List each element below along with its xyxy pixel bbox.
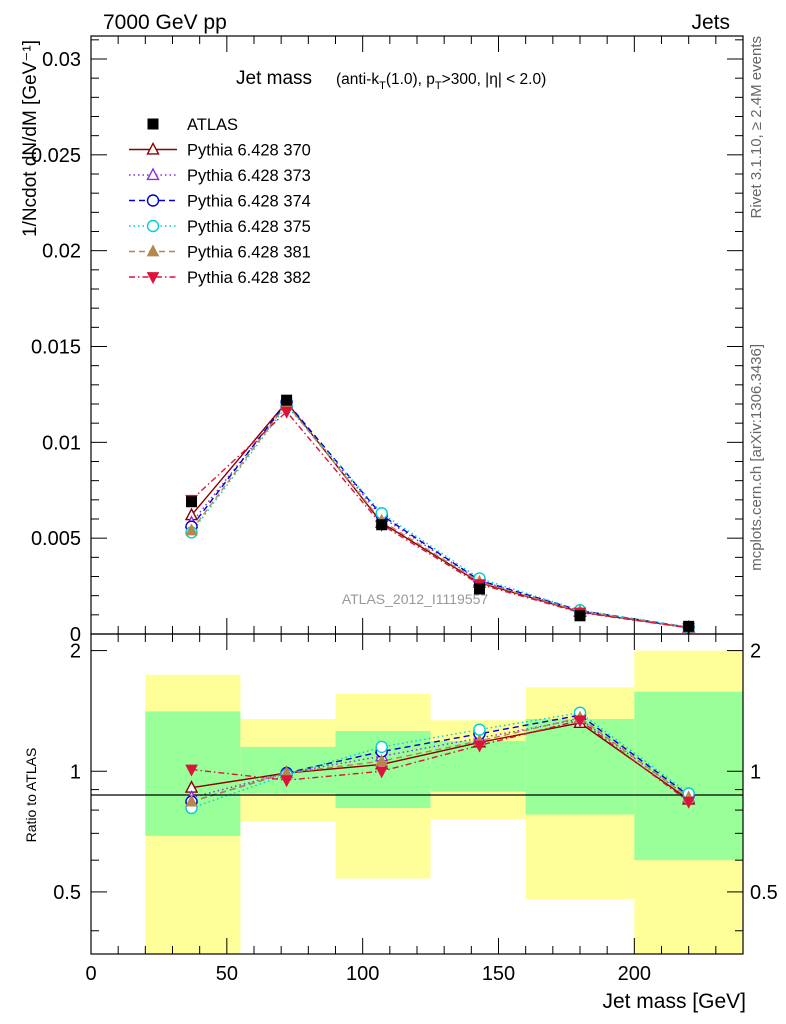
y-tick-label-main-0.02: 0.02 bbox=[42, 241, 81, 263]
legend-label-series-5: Pythia 6.428 382 bbox=[187, 269, 311, 287]
ratio-point-series-3-2 bbox=[375, 740, 388, 754]
legend-marker-series-5 bbox=[146, 272, 160, 285]
ratio-line-series-0 bbox=[191, 722, 690, 801]
atlas-point-2 bbox=[376, 519, 388, 531]
y-tick-label-ratio-right-0.5: 0.5 bbox=[750, 882, 778, 904]
legend-marker-series-2 bbox=[146, 194, 160, 207]
y-axis-label-ratio: Ratio to ATLAS bbox=[23, 748, 39, 843]
main-line-series-4 bbox=[190, 402, 689, 629]
y-tick-label-main-0: 0 bbox=[70, 624, 81, 646]
ratio-series-lines bbox=[191, 711, 690, 809]
rivet-label: Rivet 3.1.10, ≥ 2.4M events bbox=[748, 36, 765, 219]
legend-marker-series-0 bbox=[146, 141, 160, 155]
header-right: Jets bbox=[691, 11, 730, 34]
y-tick-label-main-0.015: 0.015 bbox=[31, 337, 81, 359]
atlas-point-0 bbox=[186, 496, 198, 508]
ratio-band-inner-5 bbox=[634, 691, 743, 861]
x-tick-label-100: 100 bbox=[346, 963, 379, 985]
legend-marker-series-3 bbox=[146, 219, 160, 233]
chart-title-detail: (anti-kT(1.0), pT>300, |η| < 2.0) bbox=[336, 71, 546, 92]
main-line-series-5 bbox=[191, 410, 689, 629]
ratio-point-series-5-1 bbox=[280, 775, 293, 788]
axis-ticks bbox=[90, 36, 744, 954]
main-line-series-1 bbox=[190, 402, 689, 629]
x-tick-label-50: 50 bbox=[216, 963, 238, 985]
ratio-point-series-5-4 bbox=[573, 715, 587, 728]
analysis-watermark: ATLAS_2012_I1119557 bbox=[342, 591, 489, 607]
legend-label-atlas: ATLAS bbox=[187, 116, 238, 134]
x-tick-label-200: 200 bbox=[618, 963, 651, 985]
legend-marker-series-1 bbox=[146, 167, 160, 181]
legend-label-series-0: Pythia 6.428 370 bbox=[187, 142, 311, 160]
ratio-series-markers bbox=[184, 706, 696, 815]
ratio-point-series-3-3 bbox=[473, 723, 486, 736]
main-series-lines bbox=[190, 400, 689, 629]
legend-marker-atlas bbox=[147, 118, 159, 130]
legend-marker-series-4 bbox=[146, 244, 160, 257]
chart-title-main: Jet mass bbox=[236, 68, 312, 89]
legend-label-series-3: Pythia 6.428 375 bbox=[187, 218, 311, 236]
main-point-series-4-0 bbox=[185, 523, 198, 536]
y-tick-label-main-0.03: 0.03 bbox=[42, 49, 81, 71]
y-tick-label-main-0.005: 0.005 bbox=[31, 528, 81, 550]
x-axis-label: Jet mass [GeV] bbox=[602, 990, 746, 1013]
atlas-point-4 bbox=[574, 610, 586, 622]
axis-tick-labels: 0 50 100 150 200 0 0.005 0.01 0.015 0.02 0.025 0.03… bbox=[31, 49, 778, 985]
atlas-point-3 bbox=[473, 583, 485, 595]
y-tick-label-ratio-left-2: 2 bbox=[70, 641, 81, 663]
ratio-line-series-4 bbox=[191, 716, 690, 803]
ratio-point-series-4-2 bbox=[375, 753, 389, 767]
ratio-line-series-3 bbox=[191, 711, 690, 809]
ratio-uncertainty-bands bbox=[145, 650, 743, 954]
y-tick-label-ratio-right-2: 2 bbox=[750, 641, 761, 663]
atlas-point-1 bbox=[281, 394, 293, 406]
ratio-band-inner-4 bbox=[525, 719, 635, 815]
y-tick-label-ratio-left-0.5: 0.5 bbox=[53, 882, 81, 904]
legend-label-series-2: Pythia 6.428 374 bbox=[187, 193, 311, 211]
y-tick-label-ratio-right-1: 1 bbox=[750, 761, 761, 783]
header-left: 7000 GeV pp bbox=[103, 11, 227, 34]
legend-label-series-1: Pythia 6.428 373 bbox=[187, 167, 311, 185]
main-line-series-2 bbox=[190, 400, 689, 628]
legend-label-series-4: Pythia 6.428 381 bbox=[187, 244, 311, 262]
y-tick-label-ratio-left-1: 1 bbox=[70, 761, 81, 783]
x-tick-label-0: 0 bbox=[85, 963, 96, 985]
y-axis-label-main: 1/Ncdot dN/dM [GeV⁻¹] bbox=[20, 40, 41, 237]
x-tick-label-150: 150 bbox=[482, 963, 515, 985]
y-tick-label-main-0.01: 0.01 bbox=[42, 432, 81, 454]
y-tick-label-main-0.025: 0.025 bbox=[31, 145, 81, 167]
ratio-point-series-5-0 bbox=[185, 764, 198, 777]
ratio-point-series-5-5 bbox=[682, 796, 695, 809]
main-point-series-5-1 bbox=[280, 406, 293, 419]
mcplots-label: mcplots.cern.ch [arXiv:1306.3436] bbox=[748, 344, 765, 571]
legend: ATLAS Pythia 6.428 370 Pythia 6.428 373 Pyt… bbox=[129, 116, 311, 287]
main-line-series-3 bbox=[190, 404, 689, 628]
ratio-point-series-5-2 bbox=[375, 766, 389, 779]
ratio-point-series-5-3 bbox=[473, 740, 486, 753]
ratio-point-series-4-0 bbox=[185, 794, 198, 807]
ratio-line-series-5 bbox=[191, 719, 690, 803]
